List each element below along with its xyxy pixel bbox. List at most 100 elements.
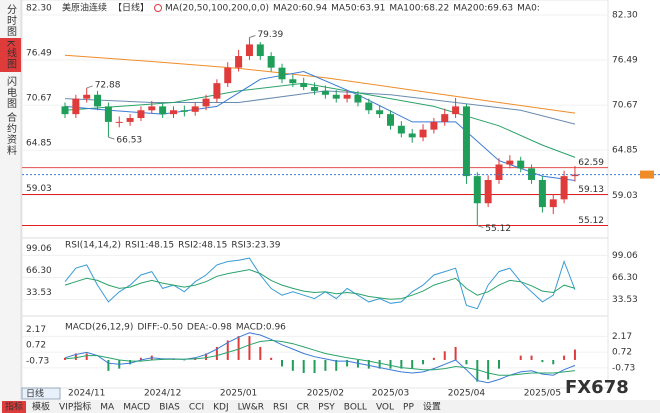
legend-entry: MA100:68.22 — [389, 4, 449, 14]
toolbar-item[interactable]: PSY — [318, 403, 335, 413]
toolbar-item[interactable]: KDJ — [213, 403, 229, 413]
legend-entry: MA200:69.63 — [453, 4, 513, 14]
candle-body — [148, 106, 156, 111]
annotation-leader — [477, 225, 484, 229]
candle-body — [191, 106, 199, 112]
candle-body — [441, 114, 449, 122]
sidebar-tab-active — [0, 38, 21, 72]
toolbar-item[interactable]: CR — [297, 403, 310, 413]
candle-body — [549, 199, 557, 208]
candle-body — [311, 87, 319, 91]
header-name: 美原油连续 — [62, 2, 107, 14]
candle-body — [180, 110, 188, 112]
legend-entry: RSI3:23.39 — [231, 241, 280, 251]
candle-body — [256, 44, 264, 57]
sidebar-tab[interactable]: K线图 — [5, 40, 17, 70]
rsi-title: RSI(14,14,2) — [65, 241, 121, 251]
ma-line — [64, 70, 576, 181]
macd-title: MACD(26,12,9) — [65, 323, 133, 333]
legend-entry: MACD:0.96 — [236, 323, 286, 333]
y-tick-label: 33.53 — [612, 295, 638, 305]
y-tick-label: 99.06 — [26, 244, 52, 254]
legend-entry: DEA:-0.98 — [187, 323, 232, 333]
candle-body — [137, 110, 145, 119]
y-tick-label: 82.30 — [612, 10, 638, 20]
candle-body — [321, 90, 329, 95]
candle-body — [408, 133, 416, 138]
level-label: 62.59 — [578, 158, 604, 168]
toolbar-item[interactable]: CCI — [189, 403, 204, 413]
toolbar — [0, 400, 660, 413]
candle-body — [365, 102, 373, 111]
toolbar-item[interactable]: 模板 — [32, 401, 50, 413]
rsi-line — [64, 257, 576, 310]
annotation-leader — [86, 85, 93, 89]
candle-body — [94, 94, 102, 107]
toolbar-item[interactable]: VOL — [376, 403, 394, 413]
y-tick-label: 76.49 — [26, 48, 52, 58]
candle-body — [452, 106, 460, 115]
level-label: 59.13 — [578, 185, 604, 195]
y-tick-label: 59.03 — [612, 191, 638, 201]
x-tick-label: 2025/02 — [307, 389, 344, 399]
candle-body — [506, 160, 514, 165]
candle-body — [332, 94, 340, 99]
candle-body — [387, 114, 394, 126]
toolbar-item[interactable]: MA — [100, 403, 115, 413]
toolbar-item[interactable]: MACD — [123, 403, 150, 413]
y-tick-label: 70.67 — [612, 101, 638, 111]
toolbar-item[interactable]: LW&R — [238, 403, 264, 413]
candle-body — [126, 118, 134, 122]
sidebar — [0, 0, 21, 400]
toolbar-item[interactable]: RSI — [273, 403, 288, 413]
toolbar-item[interactable]: VIP指标 — [59, 401, 91, 413]
y-tick-label: 70.67 — [26, 94, 52, 104]
candle-body — [267, 56, 275, 68]
y-tick-label: 99.06 — [612, 251, 638, 261]
legend-entry: MA50:63.91 — [331, 4, 385, 14]
toolbar-item[interactable]: 设置 — [423, 402, 441, 413]
legend-entry: DIFF:-0.50 — [137, 323, 183, 333]
candle-body — [213, 83, 221, 99]
toolbar-item[interactable]: BIAS — [159, 403, 180, 413]
sidebar-tab[interactable]: 合约资料 — [5, 111, 17, 156]
x-tick-label: 2024/11 — [68, 389, 105, 399]
y-tick-label: 2.17 — [612, 332, 632, 342]
y-tick-label: -0.73 — [612, 363, 635, 373]
toolbar-item[interactable]: 指标 — [5, 401, 23, 413]
annotation-label: 72.88 — [95, 80, 121, 90]
candle-body — [115, 121, 123, 123]
candle-body — [245, 44, 253, 57]
annotation-leader — [108, 136, 115, 140]
period-button-label[interactable]: 日线 — [26, 388, 44, 400]
candle-body — [202, 98, 210, 107]
close-icon[interactable] — [154, 4, 163, 12]
candle-body — [495, 164, 503, 180]
legend-entry: MA20:60.94 — [273, 4, 327, 14]
candle-body — [170, 110, 177, 115]
annotation-label: 79.39 — [257, 30, 283, 40]
candle-body — [235, 56, 243, 68]
level-label: 55.12 — [578, 216, 604, 226]
x-tick-label: 2025/01 — [220, 389, 257, 399]
macd-line — [64, 339, 576, 376]
candle-body — [571, 174, 579, 177]
ma-line — [64, 54, 576, 114]
period-button[interactable] — [21, 387, 61, 400]
x-tick-label: 2025/05 — [524, 389, 561, 399]
y-tick-label: 64.85 — [26, 139, 52, 149]
sidebar-tab[interactable]: 分时图 — [5, 4, 17, 37]
candle-body — [343, 94, 351, 99]
candle-body — [300, 83, 308, 88]
sidebar-tab[interactable]: 闪电图 — [5, 75, 17, 109]
toolbar-item[interactable]: PP — [403, 403, 414, 413]
toolbar-item[interactable]: BOLL — [344, 403, 367, 413]
legend-entry: RSI2:48.15 — [178, 241, 227, 251]
candle-body — [430, 121, 438, 130]
y-tick-label: 0.72 — [26, 341, 46, 351]
rsi-line — [64, 269, 576, 300]
annotation-leader — [249, 35, 256, 38]
candle-body — [397, 125, 405, 134]
